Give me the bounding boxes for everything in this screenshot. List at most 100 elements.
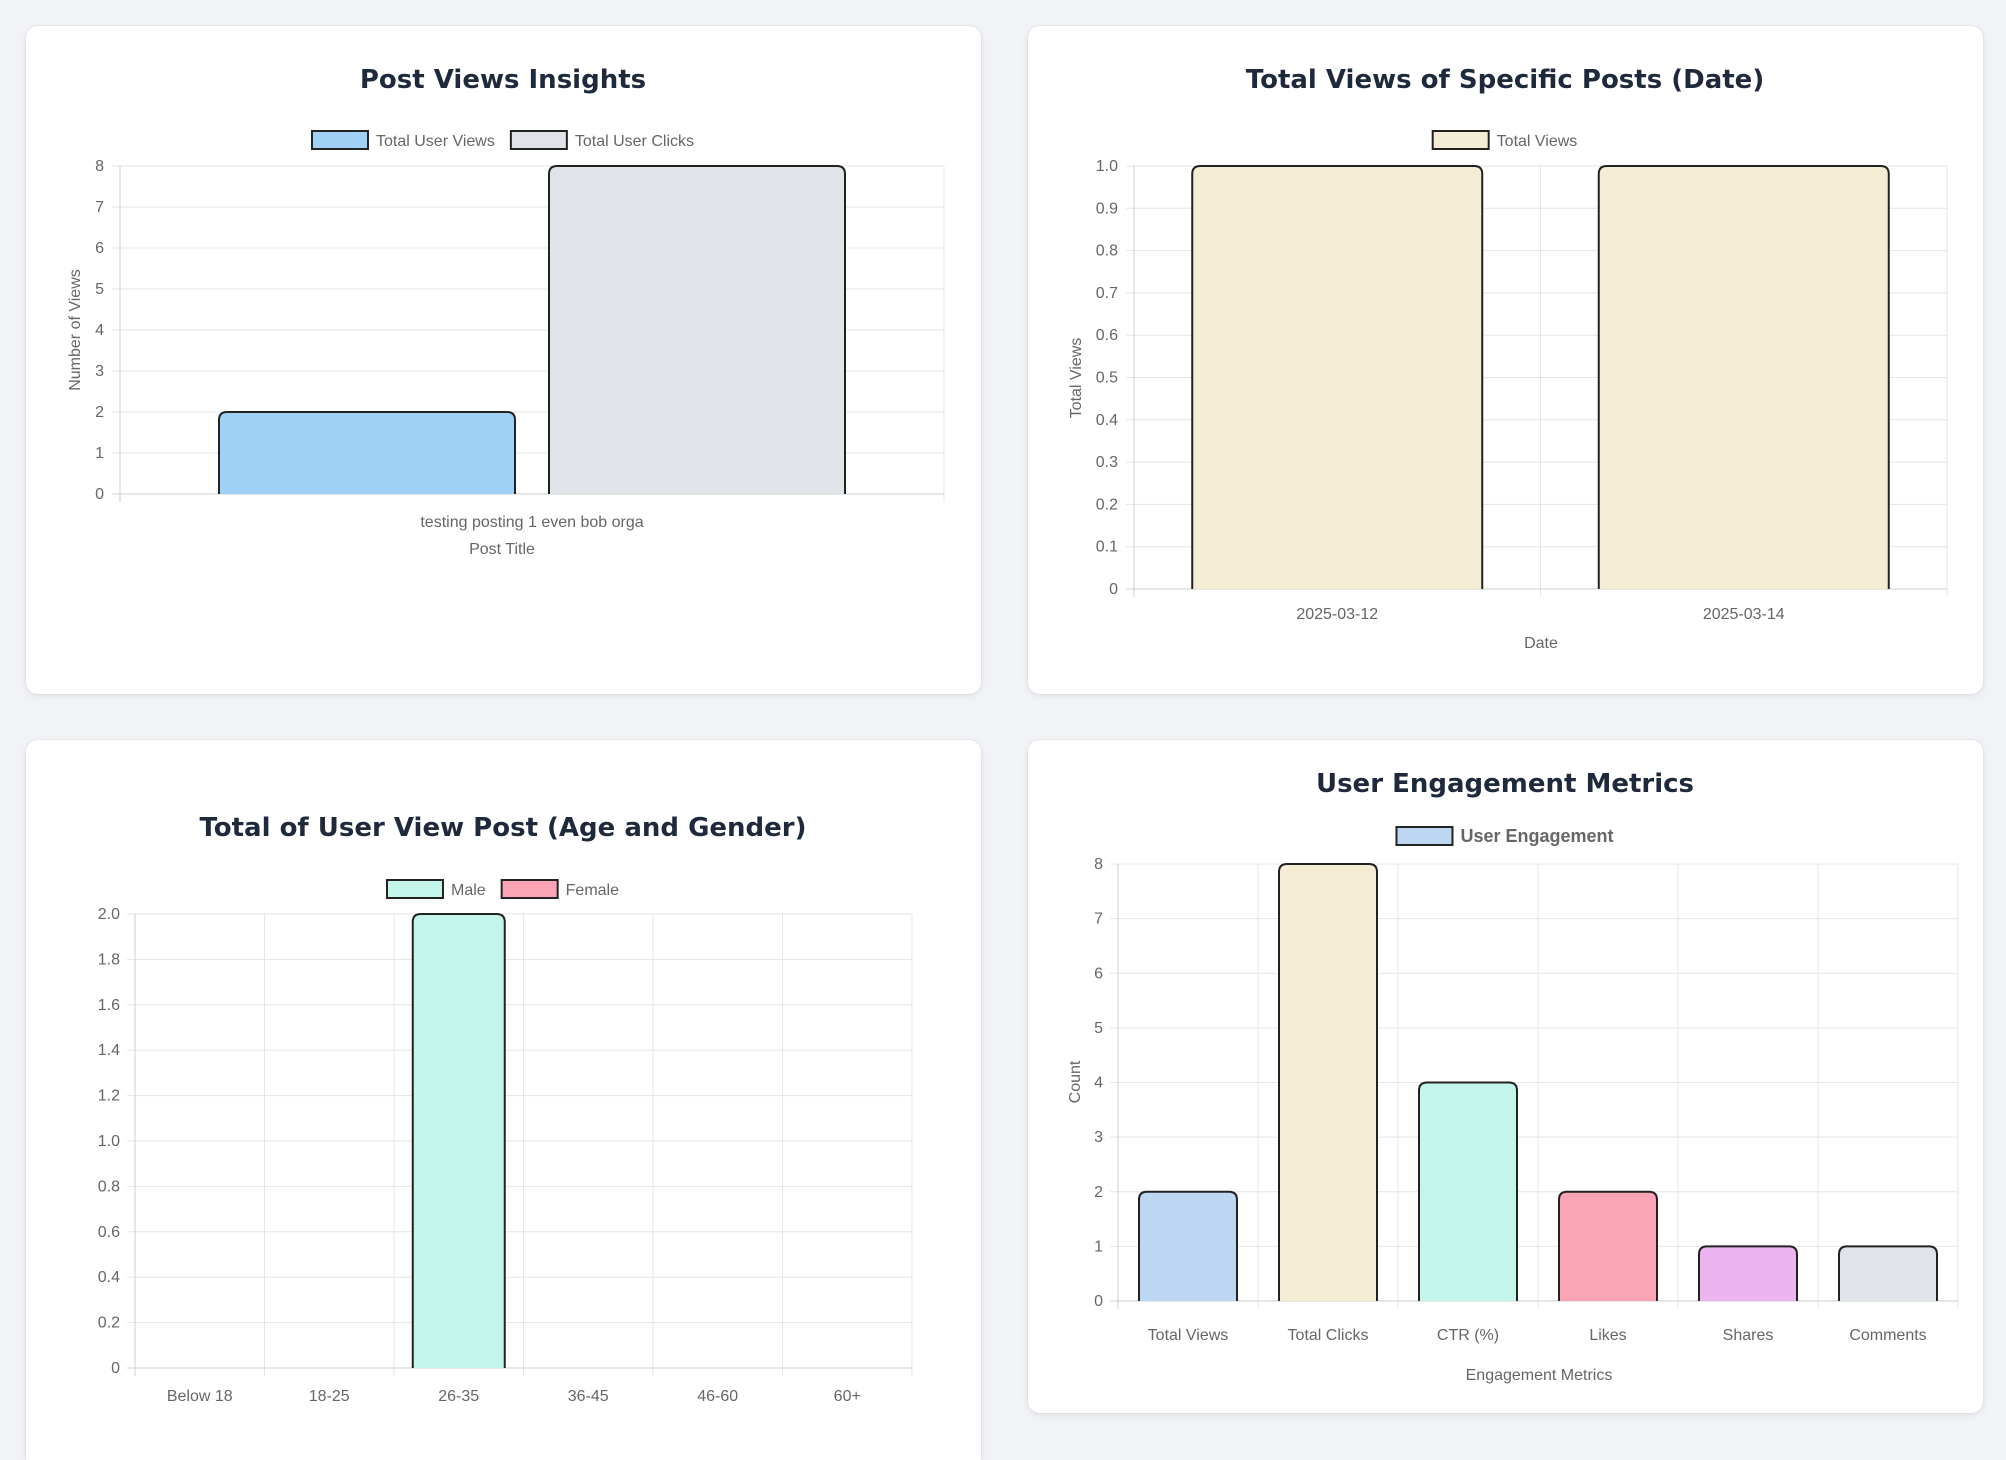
y-tick-label: 0 — [95, 486, 104, 503]
post-views-insights-chart: Post Views Insights Total User Views Tota… — [67, 65, 945, 558]
y-tick-label: 0.2 — [98, 1315, 120, 1332]
y-tick-label: 0.2 — [1096, 496, 1118, 513]
bar — [1597, 165, 1890, 589]
y-axis-label: Count — [1067, 1060, 1084, 1103]
y-tick-label: 4 — [1094, 1075, 1103, 1092]
x-tick-label: testing posting 1 even bob orga — [420, 514, 643, 531]
chart-legend[interactable]: User Engagement — [1395, 826, 1614, 846]
chart-legend[interactable]: Male Female — [385, 879, 619, 899]
x-tick-label: Total Clicks — [1288, 1327, 1369, 1344]
legend-label: Total User Views — [376, 133, 495, 150]
x-tick-label: Total Views — [1148, 1327, 1229, 1344]
bar — [1698, 1245, 1798, 1301]
y-tick-label: 0.4 — [1096, 412, 1118, 429]
x-tick-label: 36-45 — [568, 1388, 609, 1405]
y-tick-label: 8 — [1094, 856, 1103, 873]
bar — [411, 913, 506, 1368]
chart-legend[interactable]: Total Views — [1431, 130, 1578, 150]
y-tick-label: 0.4 — [98, 1269, 120, 1286]
age-gender-views-card: Total of User View Post (Age and Gender)… — [26, 740, 981, 1460]
y-tick-label: 4 — [95, 322, 104, 339]
chart-title: Total Views of Specific Posts (Date) — [1246, 65, 1764, 95]
y-axis-label: Total Views — [1068, 338, 1085, 419]
y-tick-label: 0.8 — [98, 1178, 120, 1195]
post-views-insights-card: Post Views Insights Total User Views Tota… — [26, 26, 981, 694]
x-tick-label: 60+ — [834, 1388, 861, 1405]
x-tick-label: 2025-03-14 — [1703, 606, 1785, 623]
y-tick-label: 1.8 — [98, 951, 120, 968]
y-tick-label: 0.5 — [1096, 370, 1118, 387]
chart-title: User Engagement Metrics — [1316, 769, 1694, 799]
y-tick-label: 2.0 — [98, 906, 120, 923]
age-gender-views-chart: Total of User View Post (Age and Gender)… — [98, 813, 913, 1405]
chart-legend[interactable]: Total User Views Total User Clicks — [311, 130, 694, 150]
y-tick-label: 0.7 — [1096, 285, 1118, 302]
y-tick-label: 0 — [1109, 581, 1118, 598]
user-engagement-metrics-chart: User Engagement Metrics User Engagement … — [1067, 769, 1959, 1384]
y-tick-label: 0.8 — [1096, 243, 1118, 260]
x-tick-label: 26-35 — [438, 1388, 479, 1405]
y-tick-label: 6 — [95, 240, 104, 257]
y-tick-label: 0.6 — [98, 1224, 120, 1241]
bar — [1191, 165, 1484, 589]
legend-label: Male — [451, 882, 486, 899]
legend-swatch — [500, 879, 559, 899]
chart-title: Post Views Insights — [360, 65, 646, 95]
legend-swatch — [385, 879, 444, 899]
y-tick-label: 3 — [95, 363, 104, 380]
y-tick-label: 1.6 — [98, 997, 120, 1014]
bar — [1838, 1245, 1938, 1301]
y-tick-label: 0.1 — [1096, 539, 1118, 556]
bar — [1278, 863, 1378, 1301]
x-tick-label: Below 18 — [167, 1388, 233, 1405]
y-tick-label: 1.0 — [1096, 158, 1118, 175]
legend-swatch — [1431, 130, 1490, 150]
y-tick-label: 7 — [95, 199, 104, 216]
y-tick-label: 2 — [95, 404, 104, 421]
y-tick-label: 7 — [1094, 911, 1103, 928]
y-tick-label: 1 — [95, 445, 104, 462]
y-axis-label: Number of Views — [67, 269, 84, 391]
bar — [1558, 1190, 1658, 1301]
x-axis-label: Post Title — [469, 541, 535, 558]
chart-title: Total of User View Post (Age and Gender) — [199, 813, 806, 843]
y-tick-label: 1.4 — [98, 1042, 120, 1059]
y-tick-label: 1.0 — [98, 1133, 120, 1150]
user-engagement-metrics-card: User Engagement Metrics User Engagement … — [1028, 740, 1983, 1413]
legend-swatch — [509, 130, 568, 150]
y-tick-label: 0 — [1094, 1293, 1103, 1310]
y-tick-label: 5 — [1094, 1020, 1103, 1037]
x-tick-label: 2025-03-12 — [1296, 606, 1378, 623]
y-tick-label: 0.3 — [1096, 454, 1118, 471]
y-tick-label: 6 — [1094, 965, 1103, 982]
total-views-by-date-chart: Total Views of Specific Posts (Date) Tot… — [1068, 65, 1948, 652]
x-tick-label: 46-60 — [697, 1388, 738, 1405]
legend-label: User Engagement — [1460, 826, 1613, 846]
legend-label: Total User Clicks — [575, 133, 694, 150]
y-tick-label: 2 — [1094, 1184, 1103, 1201]
legend-label: Total Views — [1497, 133, 1578, 150]
x-axis-label: Engagement Metrics — [1466, 1367, 1613, 1384]
legend-swatch — [311, 130, 370, 150]
x-axis-label: Date — [1524, 635, 1558, 652]
y-tick-label: 5 — [95, 281, 104, 298]
y-tick-label: 1 — [1094, 1238, 1103, 1255]
x-tick-label: Comments — [1849, 1327, 1926, 1344]
bar — [1138, 1190, 1238, 1301]
y-tick-label: 1.2 — [98, 1088, 120, 1105]
legend-label: Female — [566, 882, 619, 899]
y-tick-label: 3 — [1094, 1129, 1103, 1146]
x-tick-label: 18-25 — [309, 1388, 350, 1405]
y-tick-label: 0 — [111, 1360, 120, 1377]
bar — [548, 165, 846, 494]
total-views-by-date-card: Total Views of Specific Posts (Date) Tot… — [1028, 26, 1983, 694]
bar — [218, 411, 516, 494]
y-tick-label: 0.9 — [1096, 200, 1118, 217]
legend-swatch — [1395, 826, 1454, 846]
bar — [1418, 1081, 1518, 1301]
x-tick-label: CTR (%) — [1437, 1327, 1499, 1344]
x-tick-label: Likes — [1589, 1327, 1626, 1344]
y-tick-label: 8 — [95, 158, 104, 175]
y-tick-label: 0.6 — [1096, 327, 1118, 344]
x-tick-label: Shares — [1723, 1327, 1774, 1344]
